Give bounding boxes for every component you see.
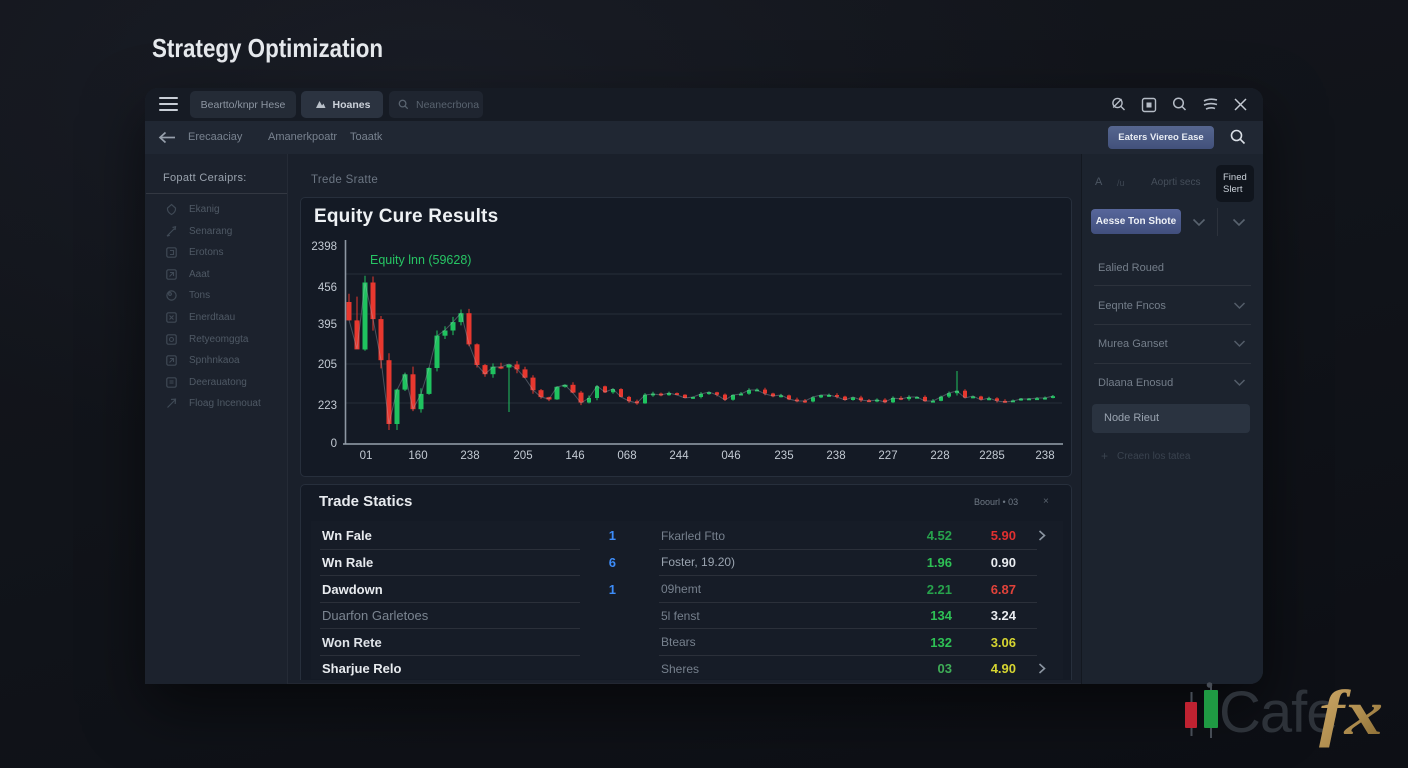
svg-text:456: 456 (318, 282, 337, 294)
svg-text:160: 160 (408, 450, 427, 462)
svg-text:2285: 2285 (979, 450, 1005, 462)
svg-text:Cafe: Cafe (1219, 680, 1338, 745)
svg-text:395: 395 (318, 319, 337, 331)
svg-text:046: 046 (721, 450, 740, 462)
svg-text:146: 146 (565, 450, 584, 462)
svg-text:068: 068 (617, 450, 636, 462)
svg-text:0: 0 (331, 438, 337, 450)
svg-text:205: 205 (318, 359, 337, 371)
svg-text:2398: 2398 (311, 241, 337, 253)
svg-text:244: 244 (669, 450, 689, 462)
svg-text:227: 227 (878, 450, 897, 462)
svg-text:238: 238 (826, 450, 845, 462)
svg-text:235: 235 (774, 450, 793, 462)
svg-text:01: 01 (360, 450, 373, 462)
svg-text:228: 228 (930, 450, 949, 462)
svg-text:223: 223 (318, 400, 337, 412)
svg-text:Equity lnn (59628): Equity lnn (59628) (370, 253, 471, 267)
svg-text:205: 205 (513, 450, 532, 462)
svg-text:238: 238 (460, 450, 479, 462)
svg-text:238: 238 (1035, 450, 1054, 462)
svg-text:fx: fx (1319, 677, 1383, 748)
